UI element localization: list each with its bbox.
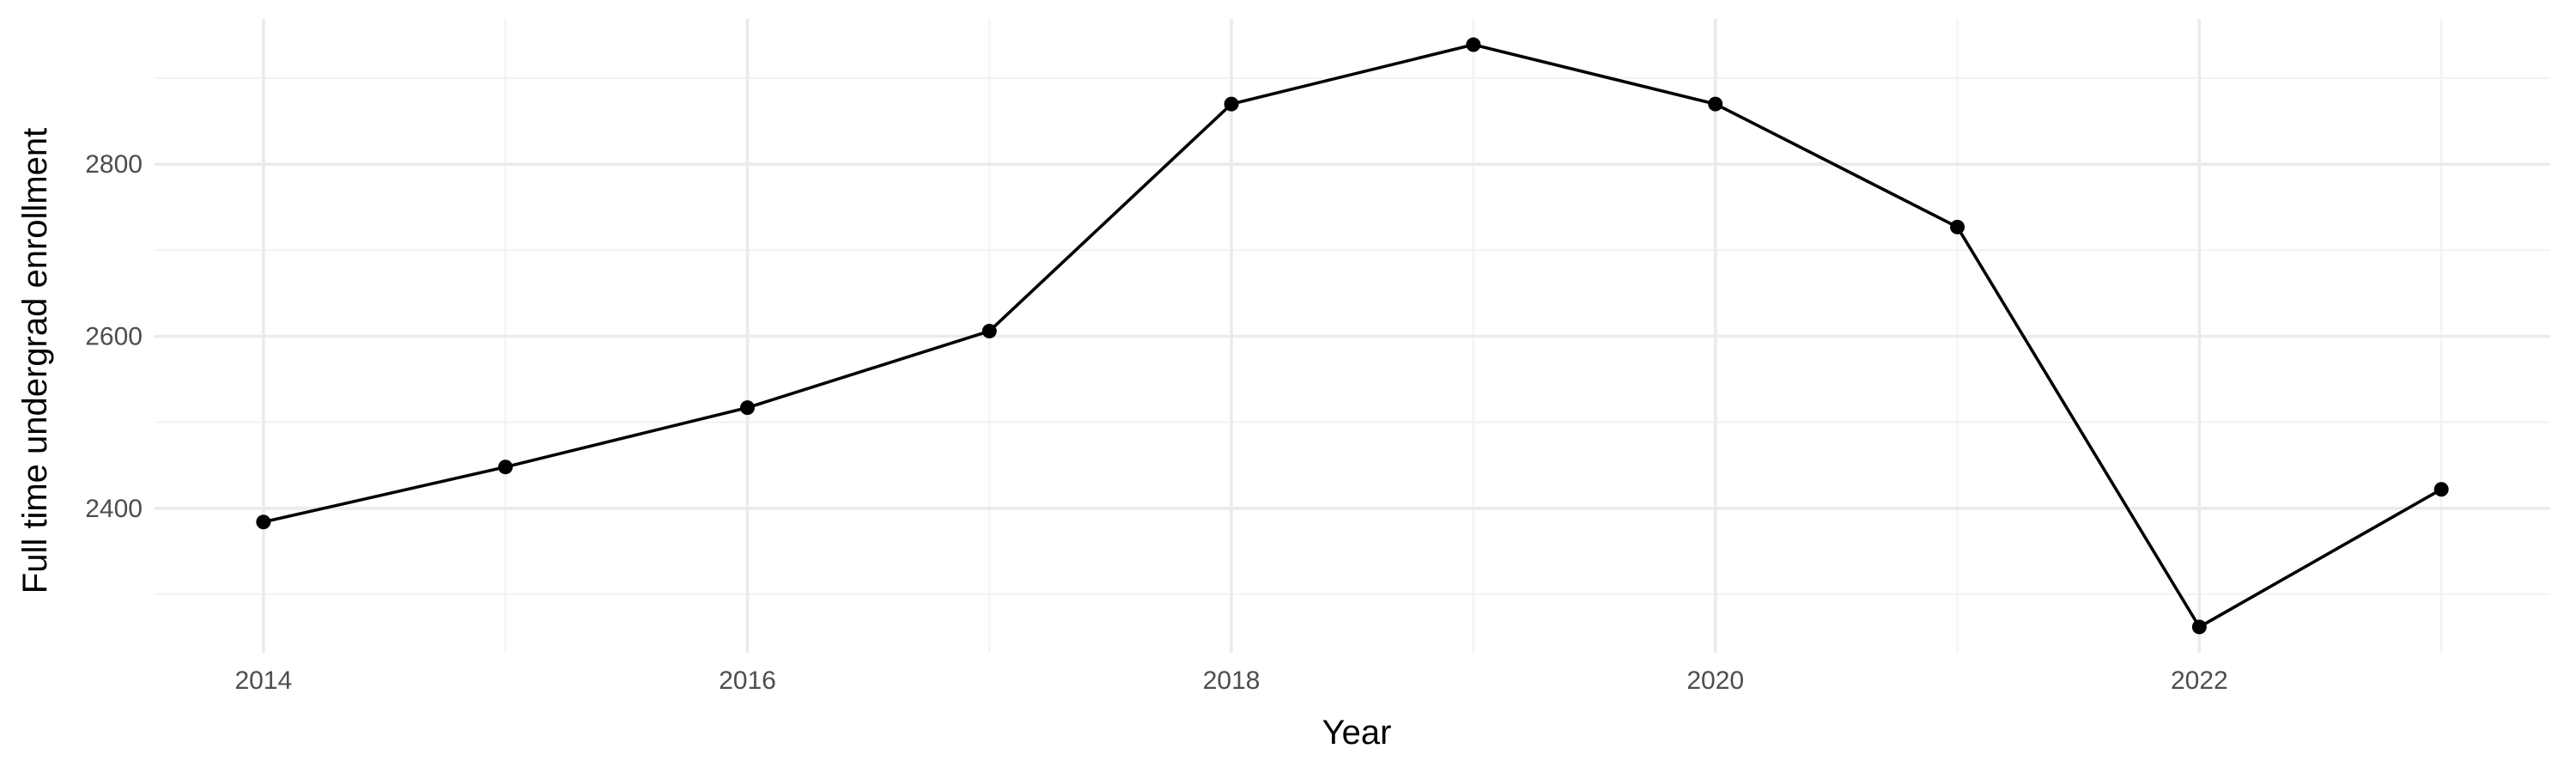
x-tick-labels: 2014 2016 2018 2020 2022 [234, 666, 2227, 695]
x-tick-label: 2016 [719, 666, 776, 695]
y-tick-label: 2600 [85, 323, 143, 351]
series-line [263, 43, 2443, 629]
y-tick-labels: 2400 2600 2800 [85, 150, 143, 523]
data-point [1224, 96, 1239, 112]
data-point [981, 323, 997, 338]
y-axis-title: Full time undergrad enrollment [16, 128, 54, 593]
y-tick-label: 2800 [85, 150, 143, 179]
data-point [739, 400, 755, 416]
y-tick-label: 2400 [85, 495, 143, 523]
data-point [498, 460, 513, 475]
x-tick-label: 2018 [1203, 666, 1261, 695]
x-axis-title: Year [1322, 714, 1392, 752]
x-tick-label: 2020 [1686, 666, 1744, 695]
data-point [1708, 96, 1723, 112]
grid-layer [155, 19, 2550, 653]
x-tick-label: 2014 [234, 666, 292, 695]
data-point [1950, 219, 1965, 234]
data-point [256, 514, 271, 530]
series-layer [256, 37, 2449, 635]
data-point [2191, 619, 2207, 635]
data-point [1466, 37, 1481, 52]
data-point [2433, 482, 2449, 497]
x-tick-label: 2022 [2171, 666, 2228, 695]
